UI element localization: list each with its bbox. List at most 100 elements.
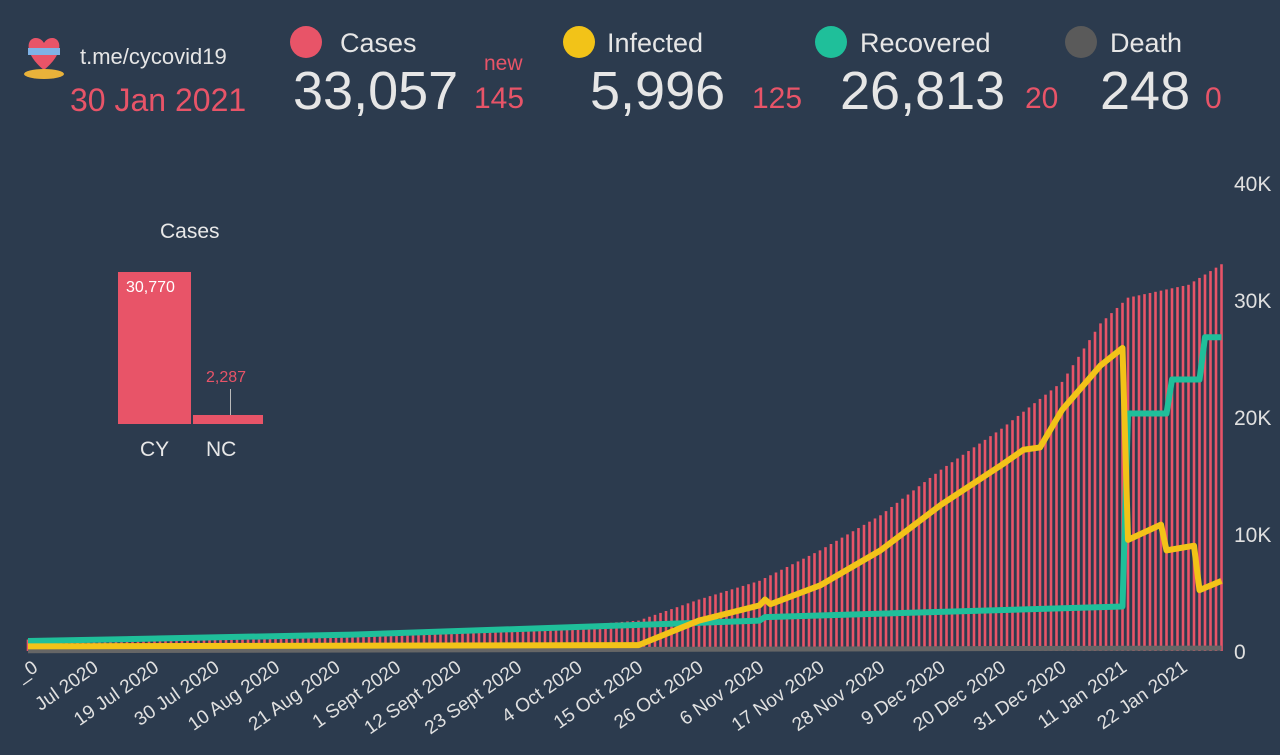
cases-bar bbox=[873, 518, 877, 651]
cases-bar bbox=[934, 473, 937, 651]
cases-label: Cases bbox=[340, 28, 417, 58]
cases-bar bbox=[1022, 411, 1025, 651]
death-label: Death bbox=[1110, 28, 1183, 58]
death-line bbox=[27, 645, 1222, 654]
cases-bar bbox=[1170, 288, 1174, 651]
cases-bar bbox=[433, 633, 437, 651]
cases-bar bbox=[1060, 381, 1064, 651]
mini-label-cy: CY bbox=[140, 438, 170, 461]
cases-bar bbox=[917, 486, 921, 651]
cases-bar bbox=[1110, 313, 1113, 651]
cases-bar bbox=[835, 540, 838, 651]
cases-legend-dot bbox=[290, 26, 322, 58]
cases-bar bbox=[620, 621, 624, 651]
cases-bar bbox=[1000, 428, 1003, 651]
mini-label-nc: NC bbox=[206, 438, 237, 461]
cases-bar bbox=[510, 630, 514, 651]
cases-bar bbox=[791, 564, 794, 651]
cases-bar bbox=[1132, 296, 1135, 651]
cases-bar bbox=[554, 627, 558, 651]
cases-bar bbox=[499, 630, 503, 651]
cases-bar bbox=[802, 558, 805, 651]
cases-bar bbox=[1181, 285, 1185, 651]
cases-bar bbox=[780, 569, 783, 651]
cases-bar bbox=[895, 502, 899, 651]
cases-bar bbox=[521, 629, 525, 651]
cases-bar bbox=[1027, 407, 1031, 651]
cases-bar bbox=[994, 432, 998, 651]
cases-bar bbox=[939, 469, 943, 651]
cases-bar bbox=[565, 626, 569, 651]
cases-bar bbox=[785, 566, 789, 651]
cases-bar bbox=[659, 612, 662, 651]
cases-bar bbox=[923, 482, 926, 651]
cases-bar bbox=[1159, 290, 1163, 651]
cases-bar bbox=[1214, 267, 1218, 651]
cases-bar bbox=[488, 631, 492, 651]
cases-bar bbox=[461, 632, 464, 651]
cases-bar bbox=[626, 621, 629, 651]
cases-bar bbox=[758, 580, 761, 651]
cases-bar bbox=[450, 632, 453, 651]
cases-bar bbox=[829, 543, 833, 651]
cases-bar bbox=[818, 550, 822, 651]
cases-bar bbox=[747, 584, 750, 651]
cases-bar bbox=[956, 458, 959, 651]
new-label: new bbox=[484, 52, 523, 75]
cases-bar bbox=[604, 623, 607, 651]
cases-bar bbox=[868, 521, 871, 651]
cases-bar bbox=[1099, 323, 1102, 651]
cases-bar bbox=[428, 633, 431, 651]
x-tick-label: _0 bbox=[12, 657, 42, 687]
cases-bar bbox=[1176, 287, 1179, 651]
cases-bar bbox=[532, 629, 536, 651]
infected-line bbox=[27, 344, 1223, 650]
cases-bar bbox=[978, 443, 981, 651]
cases-bar bbox=[840, 537, 844, 651]
cases-bar bbox=[653, 614, 657, 651]
cases-bar bbox=[1209, 271, 1212, 651]
cases-bar bbox=[796, 561, 800, 651]
cases-bar bbox=[901, 498, 904, 651]
death-delta: 0 bbox=[1205, 82, 1222, 115]
cases-bar bbox=[1148, 292, 1152, 651]
cases-bar bbox=[752, 582, 756, 651]
cases-bar bbox=[444, 632, 448, 651]
cases-bar bbox=[972, 447, 976, 651]
cases-bar bbox=[862, 524, 866, 651]
cases-bar bbox=[1137, 295, 1141, 651]
cases-bar bbox=[543, 628, 547, 651]
cases-bar bbox=[549, 627, 552, 651]
recovered-legend-dot bbox=[815, 26, 847, 58]
cases-bar bbox=[1143, 294, 1146, 651]
mini-bar-nc-value: 2,287 bbox=[206, 369, 247, 386]
cases-bar bbox=[1077, 356, 1080, 651]
cases-bar bbox=[906, 494, 910, 651]
cases-bar bbox=[587, 624, 591, 651]
cases-bar bbox=[1038, 398, 1042, 651]
y-tick-label: 0 bbox=[1234, 641, 1246, 664]
mini-bar-nc bbox=[193, 415, 263, 424]
infected-legend-dot bbox=[563, 26, 595, 58]
infected-delta: 125 bbox=[752, 82, 803, 115]
infected-value: 5,996 bbox=[590, 61, 726, 121]
cases-bar bbox=[890, 506, 893, 651]
cases-delta: 145 bbox=[474, 82, 525, 115]
infected-label: Infected bbox=[607, 28, 704, 58]
y-tick-label: 10K bbox=[1234, 524, 1271, 547]
cases-bar bbox=[582, 625, 585, 651]
cases-bar bbox=[1011, 420, 1014, 651]
cases-bar bbox=[609, 622, 613, 651]
cases-bar bbox=[1044, 394, 1047, 651]
cases-bar bbox=[912, 490, 915, 651]
cases-bar bbox=[1088, 340, 1091, 651]
cases-bar bbox=[857, 528, 860, 651]
cases-bar bbox=[494, 630, 497, 651]
mini-bar-cy bbox=[118, 272, 191, 424]
cases-bar bbox=[824, 547, 827, 651]
cases-bar bbox=[505, 630, 508, 651]
cases-bar bbox=[846, 534, 849, 651]
channel-link[interactable]: t.me/cycovid19 bbox=[80, 44, 227, 69]
cases-bar bbox=[1049, 390, 1053, 651]
cases-bar bbox=[466, 631, 470, 651]
